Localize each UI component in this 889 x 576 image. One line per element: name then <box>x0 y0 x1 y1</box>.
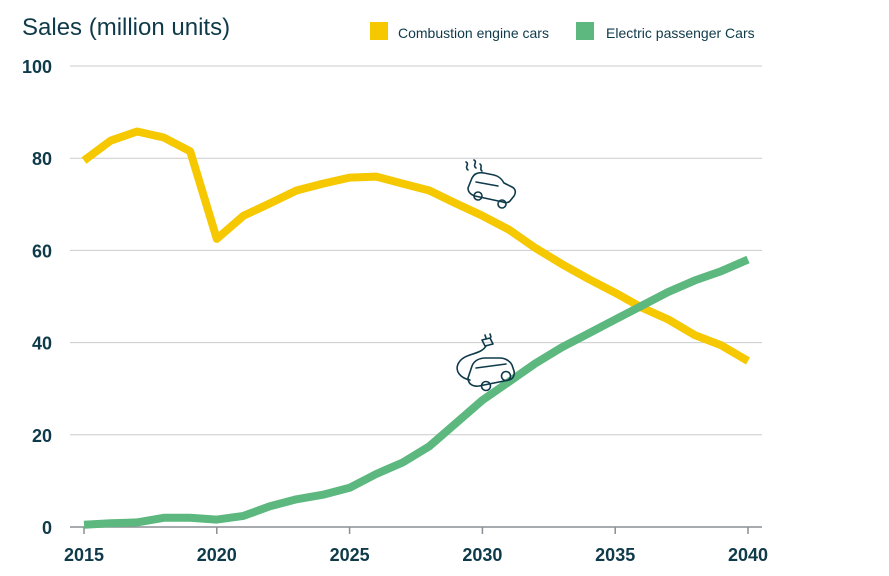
x-tick-label-2015: 2015 <box>64 545 104 565</box>
y-tick-label-100: 100 <box>22 57 52 77</box>
electric-car-icon <box>456 333 516 392</box>
x-axis-ticks: 2015 2020 2025 2030 2035 2040 <box>64 527 768 565</box>
legend-swatch-electric <box>576 22 594 40</box>
y-tick-label-20: 20 <box>32 426 52 446</box>
x-tick-label-2025: 2025 <box>330 545 370 565</box>
x-tick-label-2020: 2020 <box>197 545 237 565</box>
y-tick-label-80: 80 <box>32 149 52 169</box>
y-tick-label-0: 0 <box>42 518 52 538</box>
series-lines <box>81 127 751 529</box>
legend-swatch-combustion <box>370 22 388 40</box>
y-tick-label-60: 60 <box>32 241 52 261</box>
legend: Combustion engine cars Electric passenge… <box>370 22 755 41</box>
series-line-combustion <box>81 127 751 365</box>
y-axis-ticks: 0 20 40 60 80 100 <box>22 57 52 538</box>
series-line-electric <box>83 255 750 529</box>
x-tick-label-2035: 2035 <box>595 545 635 565</box>
x-tick-label-2030: 2030 <box>462 545 502 565</box>
combustion-car-icon <box>465 159 517 209</box>
y-tick-label-40: 40 <box>32 334 52 354</box>
chart-title: Sales (million units) <box>22 14 230 41</box>
legend-label-combustion: Combustion engine cars <box>398 25 549 41</box>
x-tick-label-2040: 2040 <box>728 545 768 565</box>
gridlines <box>70 65 762 528</box>
legend-label-electric: Electric passenger Cars <box>606 25 755 41</box>
